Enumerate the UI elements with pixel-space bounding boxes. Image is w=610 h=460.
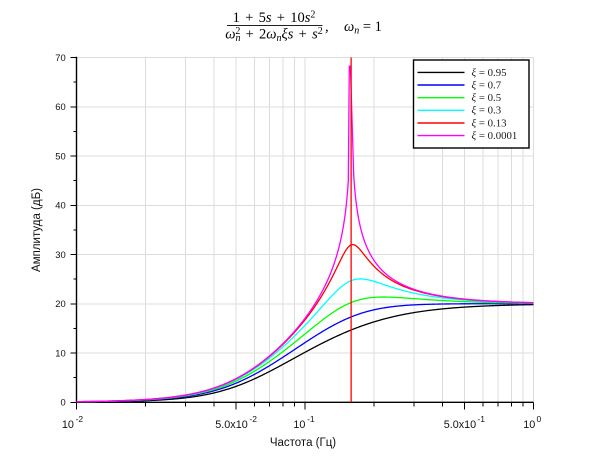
svg-text:-2: -2 [249,414,257,424]
svg-text:ξ = 0.0001: ξ = 0.0001 [472,130,518,142]
svg-text:5.0x10: 5.0x10 [444,419,476,431]
svg-text:30: 30 [55,249,65,260]
svg-text:ξ = 0.95: ξ = 0.95 [472,67,507,79]
svg-text:10: 10 [523,419,535,431]
svg-text:1 + 5s + 10s2: 1 + 5s + 10s2 [233,10,316,27]
svg-text:70: 70 [55,52,65,63]
svg-text:,: , [325,19,329,35]
svg-text:5.0x10: 5.0x10 [215,419,247,431]
svg-text:ωn2 + 2ωnξs + s2: ωn2 + 2ωnξs + s2 [225,26,322,44]
svg-text:50: 50 [55,150,65,161]
svg-text:10: 10 [293,419,305,431]
svg-text:Амплитуда (дБ): Амплитуда (дБ) [31,188,43,272]
svg-text:ξ = 0.7: ξ = 0.7 [472,79,502,91]
svg-text:60: 60 [55,101,65,112]
svg-text:10: 10 [55,347,65,358]
svg-text:ωn = 1: ωn = 1 [344,19,382,37]
svg-text:ξ = 0.5: ξ = 0.5 [472,92,502,104]
svg-text:20: 20 [55,298,65,309]
svg-text:-2: -2 [76,414,84,424]
svg-text:10: 10 [62,419,74,431]
svg-text:Частота (Гц): Частота (Гц) [270,437,336,449]
svg-text:ξ = 0.13: ξ = 0.13 [472,117,507,129]
svg-text:40: 40 [55,200,65,211]
svg-text:0: 0 [60,397,65,408]
svg-text:0: 0 [537,414,542,424]
svg-text:-1: -1 [477,414,485,424]
svg-text:-1: -1 [307,414,315,424]
svg-text:ξ = 0.3: ξ = 0.3 [472,105,502,117]
